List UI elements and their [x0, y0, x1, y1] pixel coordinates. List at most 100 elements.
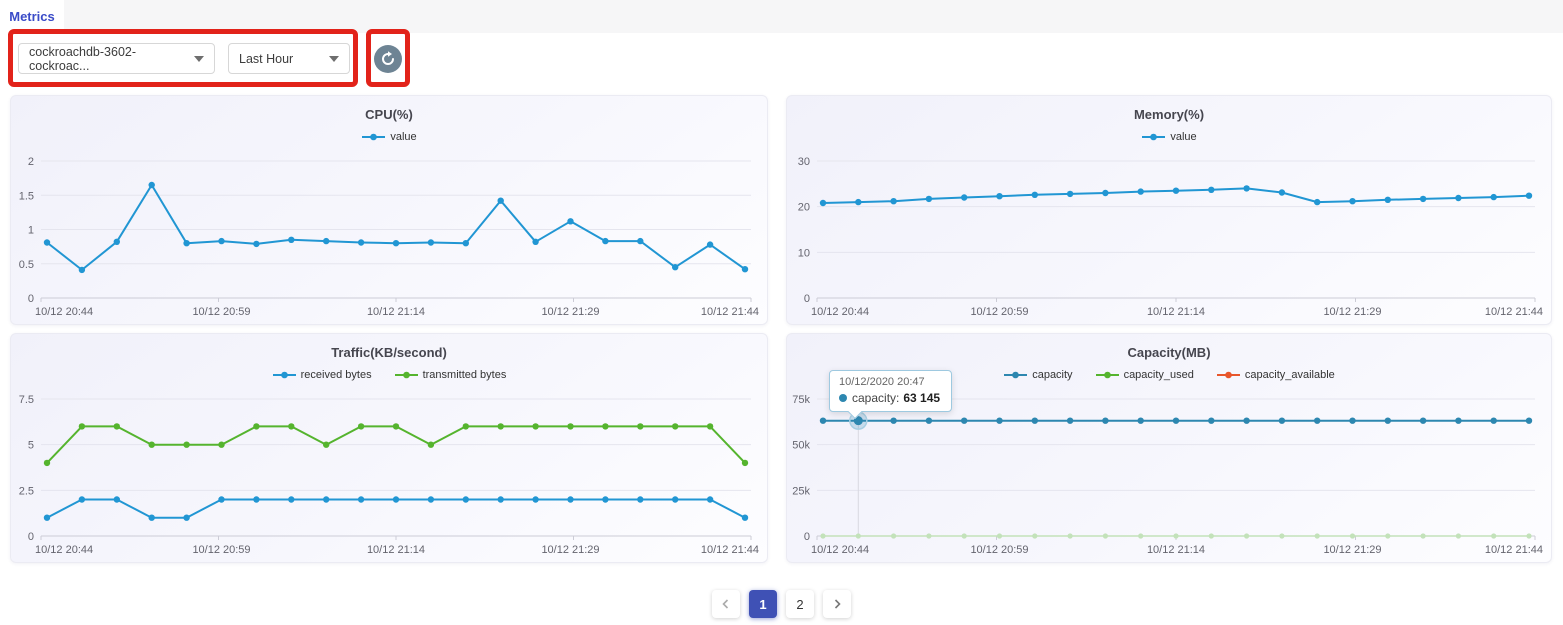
legend-item-capacity_available[interactable]: capacity_available — [1216, 369, 1335, 381]
chevron-down-icon — [194, 55, 204, 62]
cluster-select[interactable]: cockroachdb-3602-cockroac... — [18, 43, 215, 74]
gridlines — [817, 160, 1535, 253]
x-axis-ticks — [816, 298, 1536, 302]
series-capacity_used — [820, 533, 1532, 539]
tab-bar: Metrics — [0, 0, 1563, 33]
legend-label: capacity_available — [1244, 369, 1335, 381]
chart-canvas: 0 25k 50k 75k 10/12 20:44 10/12 20:59 10/12 21… — [792, 393, 1543, 556]
svg-text:10/12 20:59: 10/12 20:59 — [970, 544, 1028, 556]
page-button-2[interactable]: 2 — [786, 590, 814, 618]
chart-title: CPU(%) — [365, 107, 413, 122]
svg-text:10/12 20:59: 10/12 20:59 — [192, 306, 250, 318]
capacity-chart-card: Capacity(MB) capacity capacity_used capaci… — [786, 333, 1552, 563]
chevron-down-icon — [329, 55, 339, 62]
svg-text:10/12 20:59: 10/12 20:59 — [192, 544, 250, 556]
capacity-chart-plot[interactable]: 0 25k 50k 75k 10/12 20:44 10/12 20:59 10/12 21… — [787, 386, 1551, 562]
y-axis-labels: 0 25k 50k 75k — [792, 394, 810, 543]
chart-title: Traffic(KB/second) — [331, 345, 447, 360]
page-button-1[interactable]: 1 — [749, 590, 777, 618]
traffic-chart-card: Traffic(KB/second) received bytes transmi… — [10, 333, 768, 563]
tooltip-series-dot-icon — [839, 394, 847, 402]
svg-text:7.5: 7.5 — [19, 394, 34, 406]
svg-text:10/12 21:14: 10/12 21:14 — [1147, 306, 1205, 318]
tab-metrics-label: Metrics — [9, 9, 55, 24]
svg-text:10/12 20:44: 10/12 20:44 — [811, 306, 869, 318]
time-range-select-value: Last Hour — [239, 51, 294, 66]
legend-marker-icon — [394, 371, 418, 379]
hovered-data-point[interactable] — [853, 416, 863, 426]
legend-label: value — [390, 131, 417, 143]
legend-item-value[interactable]: value — [1141, 131, 1197, 143]
time-range-select[interactable]: Last Hour — [228, 43, 350, 74]
svg-text:10/12 21:44: 10/12 21:44 — [701, 306, 759, 318]
x-axis-ticks — [40, 298, 752, 302]
svg-text:1.5: 1.5 — [19, 190, 34, 202]
chevron-left-icon — [720, 598, 732, 610]
x-axis-labels: 10/12 20:44 10/12 20:59 10/12 21:14 10/12 2… — [35, 544, 759, 556]
legend-item-received-bytes[interactable]: received bytes — [272, 369, 372, 381]
tab-metrics[interactable]: Metrics — [0, 0, 64, 33]
y-axis-labels: 0 10 20 30 — [798, 156, 810, 305]
legend-marker-icon — [272, 371, 296, 379]
refresh-button[interactable] — [374, 45, 402, 73]
series-value — [43, 181, 749, 274]
legend-label: capacity_used — [1123, 369, 1194, 381]
legend-item-capacity_used[interactable]: capacity_used — [1095, 369, 1194, 381]
legend-item-transmitted-bytes[interactable]: transmitted bytes — [394, 369, 507, 381]
tooltip-date: 10/12/2020 20:47 — [839, 376, 925, 388]
svg-text:50k: 50k — [792, 440, 810, 452]
chart-legend: value — [787, 126, 1551, 148]
chart-canvas: 0 10 20 30 10/12 20:44 10/12 20:59 10/12 21:14… — [798, 156, 1543, 318]
svg-text:10/12 21:44: 10/12 21:44 — [701, 544, 759, 556]
svg-text:2.5: 2.5 — [19, 485, 34, 497]
svg-text:10/12 21:14: 10/12 21:14 — [1147, 544, 1205, 556]
chevron-right-icon — [831, 598, 843, 610]
svg-text:10/12 21:29: 10/12 21:29 — [1323, 306, 1381, 318]
series-value — [819, 185, 1533, 207]
svg-text:0: 0 — [804, 531, 810, 543]
traffic-chart-plot[interactable]: 0 2.5 5 7.5 10/12 20:44 10/12 20:59 10/12 21:1… — [11, 386, 767, 562]
chart-legend: value — [11, 126, 767, 148]
chart-legend: capacity capacity_used capacity_available — [787, 364, 1551, 386]
legend-marker-icon — [1004, 371, 1028, 379]
cluster-select-value: cockroachdb-3602-cockroac... — [29, 44, 137, 73]
svg-text:25k: 25k — [792, 485, 810, 497]
legend-marker-icon — [1142, 133, 1166, 141]
memory-chart-plot[interactable]: 0 10 20 30 10/12 20:44 10/12 20:59 10/12 21:14… — [787, 148, 1551, 324]
chart-tooltip: 10/12/2020 20:47 capacity: 63 145 — [829, 370, 953, 420]
svg-text:1: 1 — [28, 225, 34, 237]
svg-text:10: 10 — [798, 247, 810, 259]
gridlines — [41, 398, 751, 491]
series-transmitted-bytes — [43, 423, 749, 467]
svg-text:0: 0 — [28, 293, 34, 305]
svg-text:20: 20 — [798, 202, 810, 214]
tooltip-value: 63 145 — [903, 391, 941, 405]
chart-title: Capacity(MB) — [1127, 345, 1211, 360]
svg-text:10/12 21:29: 10/12 21:29 — [541, 306, 599, 318]
legend-marker-icon — [1216, 371, 1240, 379]
legend-label: transmitted bytes — [422, 369, 507, 381]
svg-text:10/12 21:44: 10/12 21:44 — [1485, 544, 1543, 556]
svg-text:30: 30 — [798, 156, 810, 168]
svg-text:10/12 20:44: 10/12 20:44 — [35, 306, 93, 318]
svg-text:75k: 75k — [792, 394, 810, 406]
legend-label: received bytes — [300, 369, 372, 381]
legend-marker-icon — [1095, 371, 1119, 379]
x-axis-labels: 10/12 20:44 10/12 20:59 10/12 21:14 10/12 2… — [35, 306, 759, 318]
x-axis-labels: 10/12 20:44 10/12 20:59 10/12 21:14 10/12 2… — [811, 306, 1543, 318]
chart-canvas: 0 0.5 1 1.5 2 10/12 20:44 10/12 20:59 10/12 21:… — [19, 156, 759, 318]
legend-item-capacity[interactable]: capacity — [1003, 369, 1073, 381]
legend-label: value — [1170, 131, 1197, 143]
pagination-next-button[interactable] — [823, 590, 851, 618]
svg-text:10/12 20:59: 10/12 20:59 — [970, 306, 1028, 318]
legend-label: capacity — [1032, 369, 1073, 381]
memory-chart-card: Memory(%) value 0 10 20 30 10/12 20:44 10/12 … — [786, 95, 1552, 325]
gridlines — [817, 398, 1535, 491]
pagination-prev-button[interactable] — [712, 590, 740, 618]
y-axis-labels: 0 0.5 1 1.5 2 — [19, 156, 34, 305]
cpu-chart-plot[interactable]: 0 0.5 1 1.5 2 10/12 20:44 10/12 20:59 10/12 21:… — [11, 148, 767, 324]
legend-item-value[interactable]: value — [361, 131, 417, 143]
svg-text:10/12 20:44: 10/12 20:44 — [35, 544, 93, 556]
